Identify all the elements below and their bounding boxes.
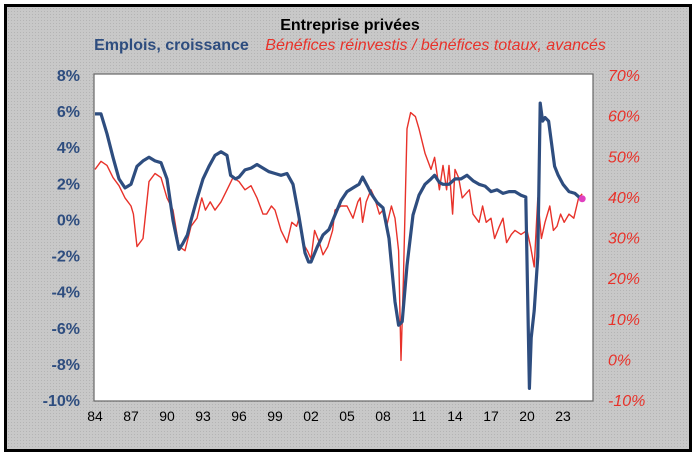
right-tick-label: -10%	[608, 393, 645, 410]
x-tick-label: 11	[412, 408, 427, 424]
left-tick-label: -8%	[52, 357, 80, 374]
legend-emplois: Emplois, croissance	[94, 37, 249, 54]
left-tick-label: -10%	[43, 393, 80, 410]
left-tick-label: 0%	[57, 212, 80, 229]
x-axis-ticks: 84 87 90 93 96 99 02 05 08 11 14 17 20 23	[87, 408, 571, 424]
right-tick-label: 60%	[608, 109, 640, 126]
x-tick-label: 99	[267, 408, 283, 424]
chart-title: Entreprise privées	[280, 17, 420, 34]
left-tick-label: -4%	[52, 285, 80, 302]
left-tick-label: 6%	[57, 104, 80, 121]
series-emplois-line	[95, 101, 583, 390]
right-tick-label: 40%	[608, 190, 640, 207]
left-tick-label: 8%	[57, 68, 80, 85]
x-tick-label: 90	[159, 408, 175, 424]
chart-legend: Emplois, croissance Bénéfices réinvestis…	[0, 37, 700, 55]
left-axis-ticks: 8% 6% 4% 2% 0% -2% -4% -6% -8% -10%	[43, 68, 80, 410]
right-tick-label: 50%	[608, 149, 640, 166]
x-tick-label: 20	[519, 408, 535, 424]
right-tick-label: 20%	[607, 271, 640, 288]
right-tick-label: 70%	[608, 68, 640, 85]
right-axis-ticks: 70% 60% 50% 40% 30% 20% 10% 0% -10%	[607, 68, 645, 410]
x-tick-label: 93	[195, 408, 211, 424]
right-tick-label: 30%	[608, 231, 640, 248]
left-tick-label: 4%	[57, 140, 80, 157]
x-tick-label: 17	[483, 408, 499, 424]
legend-benefices: Bénéfices réinvestis / bénéfices totaux,…	[265, 37, 606, 54]
left-tick-label: 2%	[57, 176, 80, 193]
latest-point-marker	[578, 195, 586, 203]
plot-area	[93, 73, 594, 402]
left-tick-label: -2%	[52, 249, 80, 266]
x-tick-label: 87	[123, 408, 139, 424]
x-tick-label: 23	[555, 408, 571, 424]
x-tick-label: 08	[375, 408, 391, 424]
x-tick-label: 05	[339, 408, 355, 424]
x-tick-label: 84	[87, 408, 103, 424]
right-tick-label: 0%	[608, 352, 631, 369]
left-tick-label: -6%	[52, 321, 80, 338]
x-tick-label: 14	[447, 408, 463, 424]
x-tick-label: 02	[303, 408, 319, 424]
series-group	[94, 101, 586, 390]
right-tick-label: 10%	[608, 312, 640, 329]
series-benefices-line	[94, 111, 583, 362]
x-tick-label: 96	[231, 408, 247, 424]
